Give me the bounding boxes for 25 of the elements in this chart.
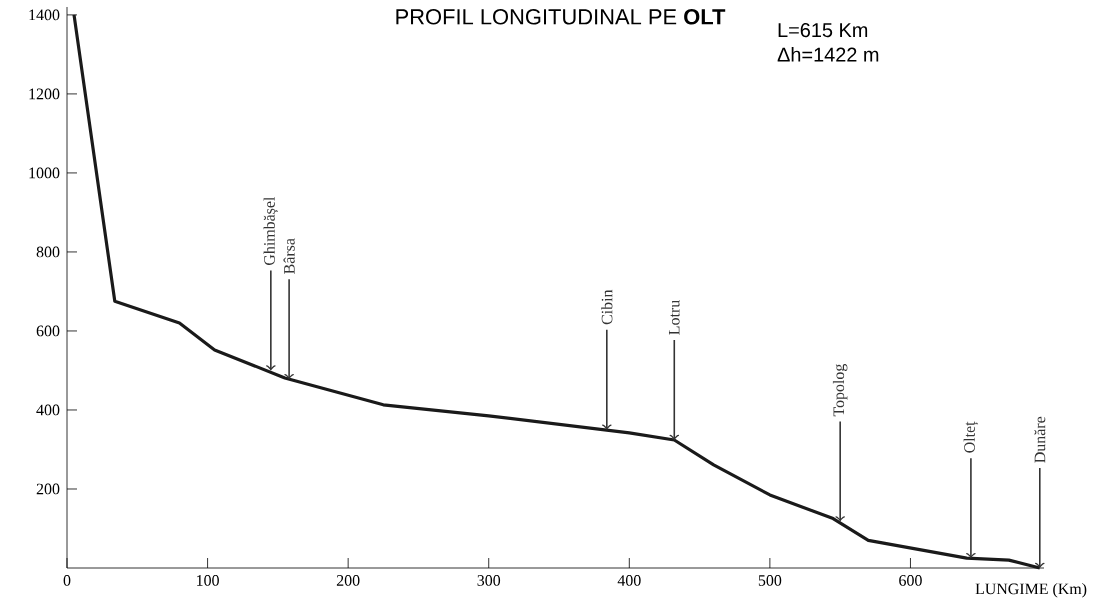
x-tick-label: 600 [899,575,922,586]
annotation: Bârsa [283,238,295,274]
y-tick-label: 200 [36,483,60,495]
annotation: Topolog [832,363,848,417]
annotation: Cibin [601,289,613,325]
annotation: Lotru [668,300,680,335]
x-tick-label: 300 [477,575,501,586]
x-tick-label: 400 [617,575,641,586]
x-tick-label: 500 [758,575,782,586]
y-tick-label: 600 [36,325,60,337]
annotation: Δh=1422 m [777,47,879,62]
x-tick-label: 100 [197,575,219,586]
y-tick-label: 1000 [29,167,60,179]
y-tick-label: 1200 [29,88,60,100]
annotation: Ghimbășel [263,196,279,266]
y-tick-label: 400 [36,404,60,416]
x-tick-label: 0 [63,575,71,586]
chart-title: PROFIL LONGITUDINAL PE OLT [396,9,726,25]
annotation: L=615 Km [778,23,868,38]
y-tick-label: 1400 [29,9,60,21]
annotation: Dunăre [1034,416,1046,463]
x-tick-label: 200 [336,575,360,586]
y-tick-label: 800 [36,246,60,258]
x-axis-title: LUNGIME (Km) [975,583,1087,598]
annotation: Olteț [963,421,979,453]
